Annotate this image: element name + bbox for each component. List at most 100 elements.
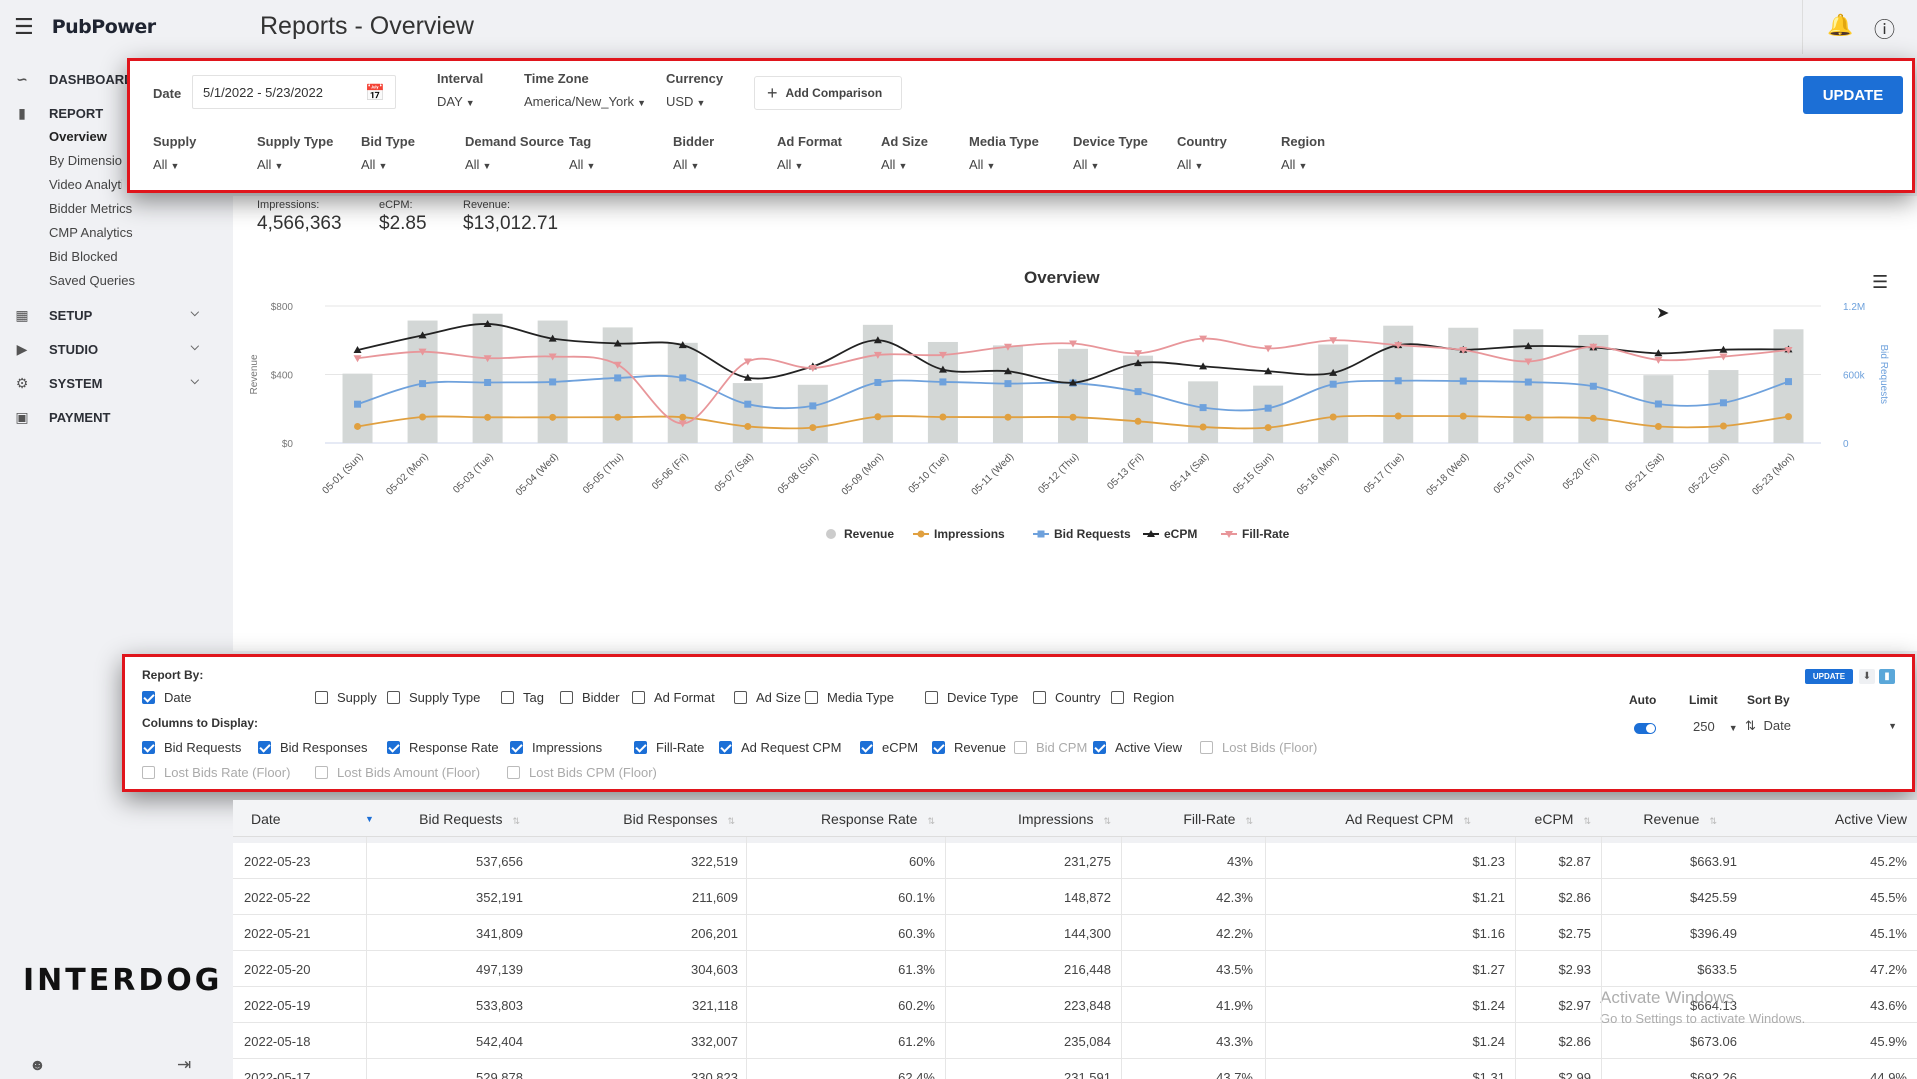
report-by-checkbox[interactable]: Media Type [805, 690, 894, 705]
column-checkbox[interactable]: Lost Bids Rate (Floor) [142, 765, 290, 780]
column-checkbox[interactable]: Ad Request CPM [719, 740, 841, 755]
column-checkbox[interactable]: Fill-Rate [634, 740, 704, 755]
table-row[interactable]: 2022-05-18 542,404 332,007 61.2% 235,084 43.3… [233, 1023, 1917, 1059]
report-by-checkbox[interactable]: Supply Type [387, 690, 480, 705]
filter-select[interactable]: All ▼ [1073, 157, 1099, 172]
report-by-checkbox[interactable]: Region [1111, 690, 1174, 705]
interval-select[interactable]: DAY ▼ [437, 94, 475, 109]
table-row[interactable]: 2022-05-19 533,803 321,118 60.2% 223,848 41.9… [233, 987, 1917, 1023]
sidebar-subitem-bidder-metrics[interactable]: Bidder Metrics [49, 201, 133, 216]
column-header[interactable]: Impressions ⇅ [1018, 811, 1111, 827]
column-checkbox[interactable]: Response Rate [387, 740, 499, 755]
filter-select[interactable]: All ▼ [777, 157, 803, 172]
sidebar-subitem-saved-queries[interactable]: Saved Queries [49, 273, 135, 288]
filter-select[interactable]: All ▼ [465, 157, 491, 172]
sort-icon[interactable]: ⇅ [1103, 816, 1111, 826]
sort-icon[interactable]: ⇅ [1583, 816, 1591, 826]
column-checkbox[interactable]: Revenue [932, 740, 1006, 755]
app-logo[interactable]: PubPower [51, 16, 156, 38]
user-icon[interactable]: ☻ [29, 1057, 46, 1074]
report-by-checkbox[interactable]: Tag [501, 690, 544, 705]
filter-select[interactable]: All ▼ [1281, 157, 1307, 172]
column-checkbox[interactable]: Lost Bids (Floor) [1200, 740, 1317, 755]
column-checkbox[interactable]: eCPM [860, 740, 918, 755]
column-checkbox[interactable]: Bid Responses [258, 740, 367, 755]
column-header[interactable]: Active View [1835, 811, 1907, 827]
sort-icon[interactable]: ⇅ [512, 816, 520, 826]
column-header[interactable]: Response Rate ⇅ [821, 811, 935, 827]
bookmark-icon[interactable]: ▮ [1879, 669, 1895, 684]
column-header[interactable]: Fill-Rate ⇅ [1183, 811, 1253, 827]
update-button[interactable]: UPDATE [1803, 76, 1903, 114]
column-header[interactable]: Bid Requests ⇅ [419, 811, 520, 827]
table-cell: 45.5% [1870, 890, 1907, 905]
report-by-checkbox[interactable]: Bidder [560, 690, 620, 705]
bell-icon[interactable]: 🔔 [1827, 14, 1854, 37]
filter-select[interactable]: All ▼ [569, 157, 595, 172]
add-comparison-button[interactable]: + Add Comparison [754, 76, 902, 110]
filter-select[interactable]: All ▼ [969, 157, 995, 172]
sidebar-subitem-overview[interactable]: Overview [49, 129, 107, 144]
chart-menu-icon[interactable]: ☰ [1872, 272, 1889, 292]
sort-icon[interactable]: ⇅ [1709, 816, 1717, 826]
column-header[interactable]: Date ▼ [251, 811, 374, 827]
column-checkbox[interactable]: Impressions [510, 740, 602, 755]
table-row[interactable]: 2022-05-22 352,191 211,609 60.1% 148,872 42.3… [233, 879, 1917, 915]
filter-select[interactable]: All ▼ [257, 157, 283, 172]
table-row[interactable]: 2022-05-17 529,878 330,823 62.4% 231,591 43.7… [233, 1059, 1917, 1079]
auto-toggle[interactable] [1634, 723, 1656, 734]
filter-select[interactable]: All ▼ [1177, 157, 1203, 172]
sort-icon[interactable]: ⇅ [927, 816, 935, 826]
sidebar-item-setup[interactable]: ▦ SETUP ⌵ [0, 301, 233, 329]
sidebar-subitem-bid-blocked[interactable]: Bid Blocked [49, 249, 118, 264]
logout-icon[interactable]: ⇥ [177, 1055, 192, 1074]
hamburger-menu-icon[interactable]: ☰ [14, 14, 34, 39]
column-header[interactable]: Ad Request CPM ⇅ [1345, 811, 1471, 827]
report-by-checkbox[interactable]: Country [1033, 690, 1101, 705]
update-small-button[interactable]: UPDATE [1805, 669, 1853, 684]
column-header[interactable]: Revenue ⇅ [1643, 811, 1717, 827]
column-checkbox[interactable]: Bid Requests [142, 740, 241, 755]
sidebar-item-studio[interactable]: ▶ STUDIO ⌵ [0, 335, 233, 363]
column-checkbox[interactable]: Active View [1093, 740, 1182, 755]
sidebar-item-system[interactable]: ⚙ SYSTEM ⌵ [0, 369, 233, 397]
sort-icon[interactable]: ⇅ [1463, 816, 1471, 826]
sort-icon[interactable]: ⇅ [727, 816, 735, 826]
download-icon[interactable]: ⬇ [1859, 669, 1875, 684]
currency-select[interactable]: USD ▼ [666, 94, 705, 109]
sidebar-item-report[interactable]: ▮ REPORT [0, 99, 233, 127]
table-cell: $2.75 [1558, 926, 1591, 941]
report-by-checkbox[interactable]: Device Type [925, 690, 1018, 705]
limit-select[interactable]: 250 ▼ [1693, 719, 1738, 734]
sort-icon[interactable]: ⇅ [1245, 816, 1253, 826]
sidebar-item-payment[interactable]: ▣ PAYMENT [0, 403, 233, 431]
sidebar-item-dashboard[interactable]: ∽ DASHBOARD [0, 65, 233, 93]
table-row[interactable]: 2022-05-23 537,656 322,519 60% 231,275 43% $1.… [233, 843, 1917, 879]
report-by-checkbox[interactable]: Ad Format [632, 690, 715, 705]
column-checkbox[interactable]: Lost Bids CPM (Floor) [507, 765, 657, 780]
checkbox-label: Lost Bids CPM (Floor) [529, 765, 657, 780]
timezone-select[interactable]: America/New_York ▼ [524, 94, 646, 109]
filter-select[interactable]: All ▼ [881, 157, 907, 172]
report-by-checkbox[interactable]: Supply [315, 690, 377, 705]
sidebar-subitem-cmp-analytics[interactable]: CMP Analytics [49, 225, 133, 240]
filter-select[interactable]: All ▼ [153, 157, 179, 172]
table-row[interactable]: 2022-05-21 341,809 206,201 60.3% 144,300 42.2… [233, 915, 1917, 951]
date-range-input[interactable]: 5/1/2022 - 5/23/2022 📅 [192, 75, 396, 109]
table-row[interactable]: 2022-05-20 497,139 304,603 61.3% 216,448 43.5… [233, 951, 1917, 987]
sort-by-select[interactable]: ⇅ Date ▼ [1745, 718, 1905, 738]
report-by-checkbox[interactable]: Ad Size [734, 690, 801, 705]
sort-icon[interactable]: ▼ [365, 814, 374, 824]
filter-select[interactable]: All ▼ [361, 157, 387, 172]
calendar-icon[interactable]: 📅 [365, 85, 385, 102]
column-checkbox[interactable]: Lost Bids Amount (Floor) [315, 765, 480, 780]
column-checkbox[interactable]: Bid CPM [1014, 740, 1087, 755]
column-header[interactable]: eCPM ⇅ [1535, 811, 1591, 827]
sidebar-subitem-by-dimensions[interactable]: By Dimensions [49, 153, 122, 168]
filter-select[interactable]: All ▼ [673, 157, 699, 172]
sidebar-subitem-video-analytics[interactable]: Video Analytics [49, 177, 122, 192]
checkbox-box [634, 741, 647, 754]
report-by-checkbox[interactable]: Date [142, 690, 191, 705]
help-icon[interactable]: ⓘ [1874, 19, 1895, 42]
column-header[interactable]: Bid Responses ⇅ [623, 811, 735, 827]
